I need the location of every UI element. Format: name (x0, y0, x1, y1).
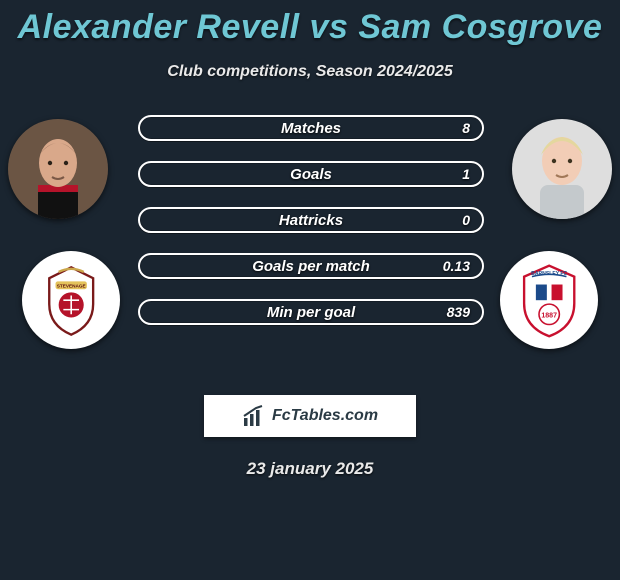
site-logo-text: FcTables.com (272, 407, 378, 425)
stat-value-right: 8 (462, 120, 470, 136)
stat-label: Hattricks (279, 212, 343, 229)
svg-text:BARNSLEY FC: BARNSLEY FC (531, 271, 567, 277)
stat-label: Matches (281, 120, 341, 137)
svg-text:1887: 1887 (541, 312, 557, 319)
stat-label: Goals (290, 166, 332, 183)
stat-value-right: 1 (462, 166, 470, 182)
stat-bars: Matches 8 Goals 1 Hattricks 0 Goals per match 0… (138, 115, 484, 345)
stat-label: Min per goal (267, 304, 355, 321)
club-left-crest: STEVENAGE (22, 251, 120, 349)
stat-label: Goals per match (252, 258, 370, 275)
stat-value-right: 0.13 (443, 258, 470, 274)
svg-text:STEVENAGE: STEVENAGE (57, 283, 86, 288)
player-left-avatar (8, 119, 108, 219)
site-logo: FcTables.com (204, 395, 416, 437)
stat-bar: Hattricks 0 (138, 207, 484, 233)
stat-value-right: 839 (447, 304, 470, 320)
page-title: Alexander Revell vs Sam Cosgrove (0, 0, 620, 47)
player-right-avatar (512, 119, 612, 219)
stat-bar: Min per goal 839 (138, 299, 484, 325)
stat-value-right: 0 (462, 212, 470, 228)
chart-icon (242, 404, 266, 428)
stat-bar: Goals 1 (138, 161, 484, 187)
subtitle: Club competitions, Season 2024/2025 (0, 63, 620, 81)
stat-bar: Matches 8 (138, 115, 484, 141)
club-right-crest: BARNSLEY FC 1887 (500, 251, 598, 349)
comparison-panel: STEVENAGE BARNSLEY FC 1887 Matches 8 Goals… (0, 111, 620, 371)
date-label: 23 january 2025 (0, 459, 620, 479)
stat-bar: Goals per match 0.13 (138, 253, 484, 279)
